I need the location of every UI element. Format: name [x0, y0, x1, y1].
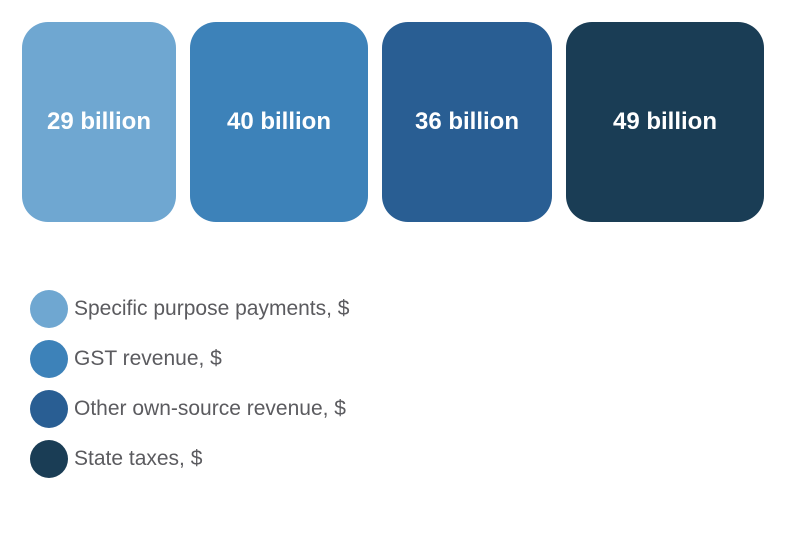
legend-item: Other own-source revenue, $ — [30, 390, 349, 428]
legend-item: GST revenue, $ — [30, 340, 349, 378]
value-card: 29 billion — [22, 22, 176, 222]
legend-label: Specific purpose payments, $ — [74, 297, 349, 321]
value-card-label: 29 billion — [47, 108, 151, 136]
value-card: 36 billion — [382, 22, 552, 222]
legend-swatch-icon — [30, 290, 68, 328]
legend-item: Specific purpose payments, $ — [30, 290, 349, 328]
legend-item: State taxes, $ — [30, 440, 349, 478]
legend-swatch-icon — [30, 440, 68, 478]
value-card-label: 40 billion — [227, 108, 331, 136]
legend: Specific purpose payments, $ GST revenue… — [30, 290, 349, 478]
value-card-label: 36 billion — [415, 108, 519, 136]
legend-label: Other own-source revenue, $ — [74, 397, 346, 421]
legend-swatch-icon — [30, 390, 68, 428]
legend-label: State taxes, $ — [74, 447, 202, 471]
value-cards-row: 29 billion 40 billion 36 billion 49 bill… — [22, 22, 778, 222]
value-card: 49 billion — [566, 22, 764, 222]
legend-label: GST revenue, $ — [74, 347, 222, 371]
value-card: 40 billion — [190, 22, 368, 222]
value-card-label: 49 billion — [613, 108, 717, 136]
legend-swatch-icon — [30, 340, 68, 378]
